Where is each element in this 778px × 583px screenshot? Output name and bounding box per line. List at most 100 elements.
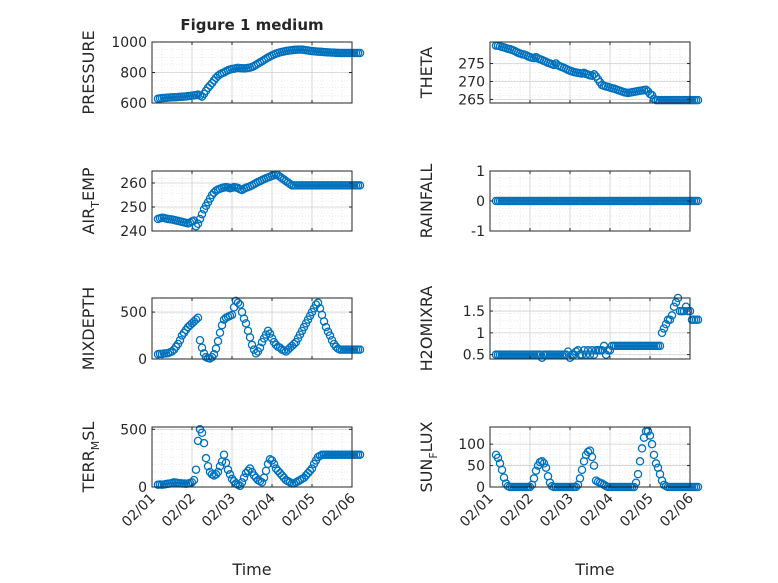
data-point <box>645 431 655 440</box>
data-point <box>651 459 661 468</box>
data-point <box>193 313 203 322</box>
data-point <box>649 450 659 460</box>
data-point <box>175 335 185 345</box>
data-point <box>201 453 211 463</box>
data-point <box>657 476 667 485</box>
y-tick-label: 600 <box>120 96 147 112</box>
data-point <box>355 345 365 354</box>
data-point <box>587 346 597 355</box>
data-point <box>285 179 295 189</box>
x-tick-label: 02/03 <box>537 491 577 531</box>
subplot-h2omixra: 0.5 1 1.5 H2OMIXRA <box>417 286 703 372</box>
data-point <box>693 95 703 105</box>
y-axis-label: SUNFLUX <box>417 421 440 492</box>
data-point <box>197 343 207 352</box>
data-point <box>213 467 223 477</box>
x-tick-label: 02/04 <box>577 490 617 530</box>
data-point <box>693 482 703 492</box>
data-point <box>191 221 201 231</box>
y-tick-label: 500 <box>120 305 147 321</box>
data-point <box>313 298 323 307</box>
data-point <box>195 214 205 224</box>
y-axis-label: RAINFALL <box>417 164 436 239</box>
data-point <box>355 450 365 459</box>
y-axis-label: H2OMIXRA <box>417 286 436 372</box>
data-point <box>233 298 243 307</box>
y-tick-label: 800 <box>120 66 147 82</box>
data-point <box>227 310 237 320</box>
y-tick-label: 260 <box>120 176 147 192</box>
data-point <box>203 461 213 471</box>
y-tick-label: 0 <box>476 194 485 210</box>
x-tick-label: 02/01 <box>119 491 159 531</box>
y-axis-label: MIXDEPTH <box>79 287 98 370</box>
data-point <box>225 470 235 479</box>
data-point <box>321 322 331 332</box>
data-point <box>659 324 669 333</box>
axes-frame <box>489 297 691 360</box>
data-point <box>325 331 335 340</box>
data-point <box>241 319 251 328</box>
data-point <box>541 463 551 472</box>
y-axis-label: PRESSURE <box>79 30 98 114</box>
x-axis-label-left: Time <box>231 560 271 579</box>
x-tick-label: 02/02 <box>159 491 199 531</box>
subplot-rainfall: -1 0 1 RAINFALL <box>417 164 703 240</box>
data-point <box>581 350 591 359</box>
data-point <box>307 464 317 473</box>
x-tick-label: 02/05 <box>617 491 657 531</box>
data-point <box>537 457 547 466</box>
subplot-air-temp: 240 250 260 AIRTEMP <box>79 167 365 240</box>
data-point <box>211 470 221 479</box>
data-point <box>693 315 703 325</box>
y-tick-label: 275 <box>458 57 485 73</box>
data-point <box>693 196 703 206</box>
data-point <box>355 181 365 190</box>
x-tick-label: 02/01 <box>457 491 497 531</box>
data-point <box>265 329 275 338</box>
y-tick-label: 500 <box>120 422 147 438</box>
subplot-sun-flux: 0 50 100 02/01 02/02 02/03 02/04 02/05 02/06 SUNF… <box>417 421 703 531</box>
data-point <box>669 302 679 311</box>
data-point <box>529 474 539 483</box>
data-point <box>239 314 249 323</box>
data-point <box>589 461 599 470</box>
data-point <box>239 473 249 483</box>
y-tick-label: 0.5 <box>463 348 485 364</box>
data-point <box>549 60 559 70</box>
data-point <box>539 459 549 468</box>
x-tick-label: 02/04 <box>239 490 279 530</box>
data-point <box>633 469 643 479</box>
data-point <box>191 465 201 474</box>
data-point <box>585 350 595 359</box>
data-point <box>577 350 587 359</box>
x-tick-label: 02/03 <box>199 491 239 531</box>
data-point <box>305 466 315 476</box>
data-point <box>199 438 209 448</box>
data-point <box>575 474 585 483</box>
y-tick-label: 1 <box>476 326 485 342</box>
data-point <box>667 311 677 320</box>
y-tick-label: 265 <box>458 92 485 108</box>
data-point <box>643 427 653 436</box>
data-point <box>671 298 681 307</box>
data-point <box>189 475 199 485</box>
data-point <box>255 343 265 352</box>
data-point <box>635 457 645 466</box>
data-point <box>237 478 247 487</box>
data-point <box>213 336 223 346</box>
y-tick-label: 0 <box>138 480 147 496</box>
data-point <box>219 450 229 459</box>
y-tick-label: 1 <box>476 164 485 180</box>
data-point <box>235 300 245 309</box>
figure-title: Figure 1 medium <box>180 16 323 34</box>
y-tick-label: 100 <box>458 437 485 453</box>
x-tick-label: 02/05 <box>279 491 319 531</box>
data-point <box>269 459 279 469</box>
data-point <box>355 48 365 58</box>
y-tick-label: -1 <box>471 224 485 240</box>
data-point <box>579 346 589 355</box>
data-point <box>649 94 659 103</box>
data-point <box>245 333 255 342</box>
